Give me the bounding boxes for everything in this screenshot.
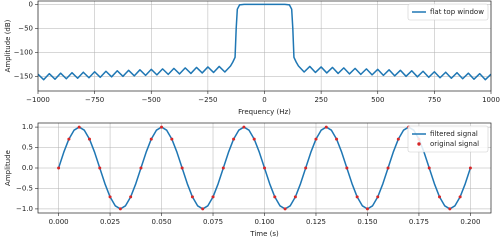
x-axis-label: Time (s): [249, 230, 279, 238]
y-axis-label: Amplitude: [4, 150, 12, 186]
axes: 0 −50 −100 −150 −1000 −750 −500 −250 0 250 500 750 1…: [4, 0, 500, 116]
data-point: [365, 207, 369, 211]
data-point: [304, 166, 308, 170]
data-point: [324, 125, 328, 129]
data-point: [87, 137, 91, 141]
data-point: [448, 207, 452, 211]
x-tick-label: 0.100: [254, 218, 274, 226]
data-point: [242, 125, 246, 129]
y-tick-label: 0: [29, 0, 33, 8]
y-tick-label: −1.0: [16, 205, 33, 213]
x-tick-label: −500: [142, 96, 161, 104]
legend-label: flat top window: [430, 8, 484, 16]
data-point: [345, 166, 349, 170]
x-tick-label: 0.175: [409, 218, 429, 226]
x-tick-label: 1000: [482, 96, 500, 104]
axes: 1.0 0.5 0.0 −0.5 −1.0 0.000 0.025 0.050 0.075 0.1…: [4, 122, 492, 238]
data-point: [376, 195, 380, 199]
legend: filtered signal original signal: [407, 125, 489, 153]
axes-frame: [37, 0, 492, 92]
y-tick-label: −50: [18, 24, 33, 32]
data-point: [149, 137, 153, 141]
legend-marker: [417, 142, 421, 146]
y-axis-label: Amplitude (dB): [4, 19, 12, 72]
data-point: [108, 195, 112, 199]
data-point: [170, 137, 174, 141]
data-point: [438, 195, 442, 199]
x-tick-label: 750: [428, 96, 441, 104]
data-point: [314, 137, 318, 141]
data-point: [57, 166, 61, 170]
data-point: [396, 137, 400, 141]
data-point: [283, 207, 287, 211]
data-point: [458, 195, 462, 199]
data-point: [211, 195, 215, 199]
x-axis-label: Frequency (Hz): [238, 108, 291, 116]
data-point: [427, 166, 431, 170]
data-point: [118, 207, 122, 211]
data-point: [160, 125, 164, 129]
data-point: [77, 125, 81, 129]
data-point: [180, 166, 184, 170]
legend-box: [407, 125, 489, 153]
x-tick-label: −250: [198, 96, 217, 104]
data-point: [98, 166, 102, 170]
y-tick-label: −0.5: [16, 184, 33, 192]
x-tick-label: 0.050: [152, 218, 172, 226]
y-tick-label: 0.5: [22, 144, 33, 152]
x-tick-label: −750: [85, 96, 104, 104]
x-tick-label: −1000: [26, 96, 50, 104]
legend-label: original signal: [430, 140, 479, 148]
x-tick-label: 0.075: [203, 218, 223, 226]
legend-box: [407, 3, 489, 21]
x-tick-label: 0.025: [100, 218, 120, 226]
data-line: [38, 3, 491, 81]
y-tick-label: 1.0: [22, 123, 33, 131]
y-tick-label: −100: [14, 48, 33, 56]
data-point: [468, 166, 472, 170]
data-point: [252, 137, 256, 141]
data-point: [129, 195, 133, 199]
data-point: [190, 195, 194, 199]
legend-label: filtered signal: [430, 130, 478, 138]
data-point: [263, 166, 266, 170]
x-tick-label: 0: [262, 96, 266, 104]
data-point: [335, 137, 339, 141]
plot-area: [38, 3, 491, 81]
y-tick-label: 0.0: [22, 164, 33, 172]
data-point: [355, 195, 359, 199]
data-point: [293, 195, 297, 199]
axes-frame: [37, 122, 492, 214]
legend: flat top window: [407, 3, 489, 21]
data-point: [139, 166, 143, 170]
data-point: [232, 137, 236, 141]
y-tick-label: −150: [14, 73, 33, 81]
x-tick-label: 0.125: [306, 218, 326, 226]
data-point: [273, 195, 277, 199]
x-tick-label: 0.200: [460, 218, 480, 226]
x-tick-label: 500: [371, 96, 384, 104]
data-point: [386, 166, 390, 170]
x-tick-label: 250: [314, 96, 327, 104]
x-tick-label: 0.000: [49, 218, 69, 226]
data-point: [67, 137, 71, 141]
data-point: [201, 207, 205, 211]
x-tick-label: 0.150: [357, 218, 377, 226]
data-point: [221, 166, 225, 170]
